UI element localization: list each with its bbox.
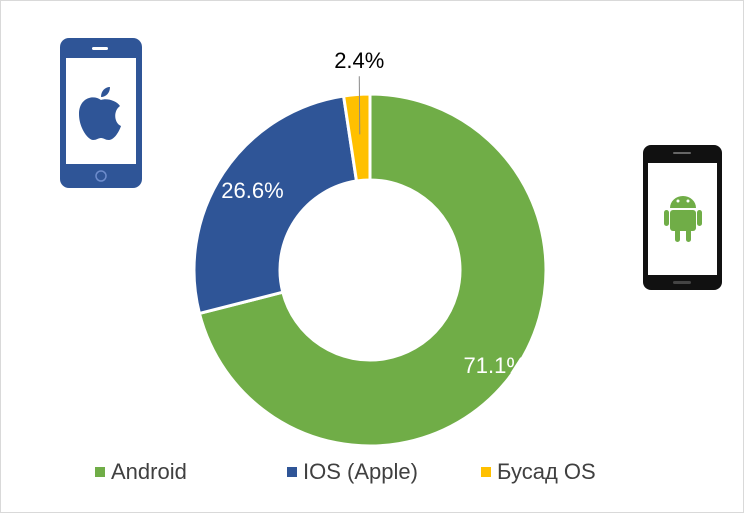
legend-swatch (287, 467, 297, 477)
data-label: 26.6% (221, 178, 283, 203)
legend-label: IOS (Apple) (303, 459, 418, 484)
legend-swatch (481, 467, 491, 477)
donut-slice (197, 92, 548, 448)
data-label: 2.4% (334, 48, 384, 73)
legend-label: Android (111, 459, 187, 484)
data-label: 71.1% (464, 353, 526, 378)
donut-slice (341, 92, 372, 183)
donut-slice (192, 94, 359, 316)
apple-phone-icon (60, 38, 142, 188)
android-phone-icon (643, 145, 722, 290)
legend-label: Бусад OS (497, 459, 596, 484)
legend-swatch (95, 467, 105, 477)
